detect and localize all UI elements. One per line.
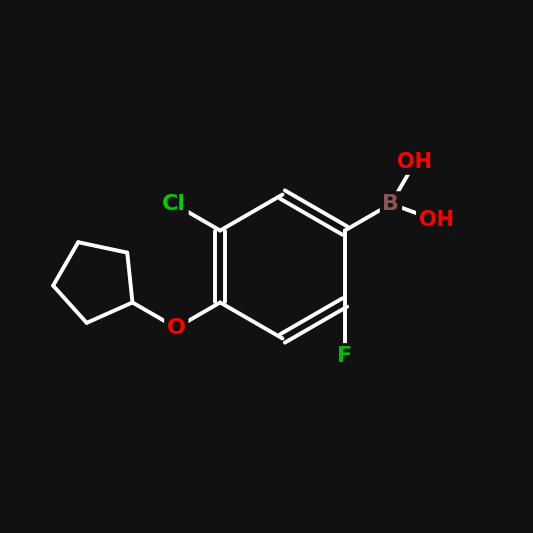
Text: F: F	[337, 346, 352, 366]
Text: OH: OH	[418, 211, 454, 230]
Text: Cl: Cl	[162, 194, 186, 214]
Text: OH: OH	[398, 152, 432, 172]
Text: B: B	[383, 194, 399, 214]
Text: O: O	[167, 318, 186, 338]
